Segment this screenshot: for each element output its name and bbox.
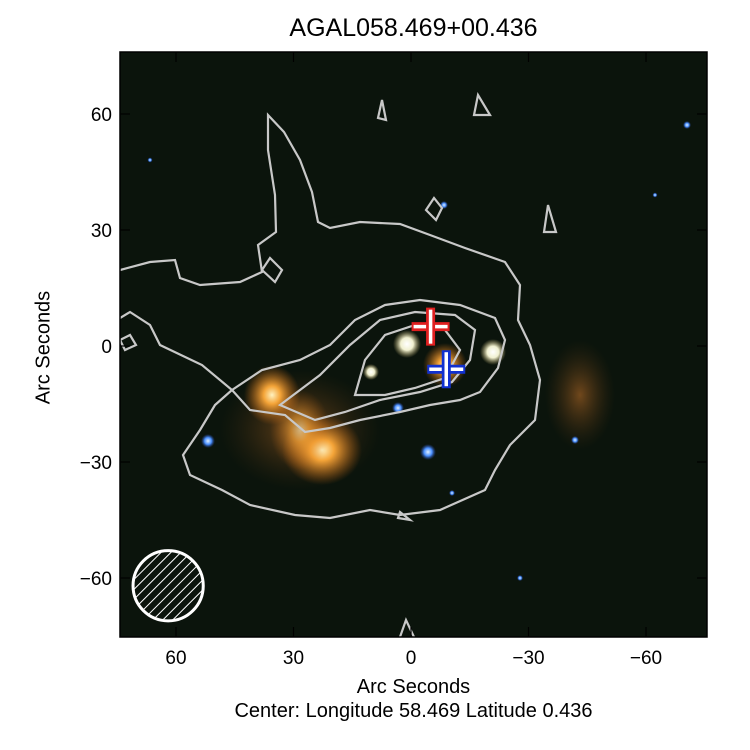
center-caption: Center: Longitude 58.469 Latitude 0.436 (234, 700, 593, 722)
y-tick-label: −60 (80, 569, 112, 590)
contour-4 (353, 323, 462, 397)
x-tick-label: 60 (165, 648, 186, 669)
contour-outer (120, 112, 542, 520)
y-tick-label: −30 (80, 453, 112, 474)
contour-small-5 (396, 510, 414, 522)
y-tick-label: 30 (91, 221, 112, 242)
contour-small-2 (376, 99, 388, 122)
contour-small-3 (472, 91, 492, 117)
contours (120, 91, 558, 637)
contour-small-1 (424, 196, 444, 222)
cross-marker (427, 350, 466, 389)
contour-blob (260, 256, 284, 284)
beam-ellipse (131, 549, 205, 623)
contour-2 (230, 298, 507, 434)
y-tick-label: 0 (101, 337, 112, 358)
y-tick-label: 60 (91, 105, 112, 126)
image-emission (147, 121, 691, 581)
x-tick-label: −30 (512, 648, 544, 669)
chart-title: AGAL058.469+00.436 (289, 14, 538, 42)
x-axis-label: Arc Seconds (356, 676, 471, 698)
x-tick-label: 0 (406, 648, 417, 669)
contour-left (120, 333, 138, 352)
cross-marker (411, 307, 450, 346)
contour-3 (277, 310, 477, 422)
x-tick-label: −60 (630, 648, 662, 669)
x-tick-label: 30 (283, 648, 304, 669)
plot-frame (119, 51, 708, 638)
contour-small-4 (542, 204, 558, 234)
